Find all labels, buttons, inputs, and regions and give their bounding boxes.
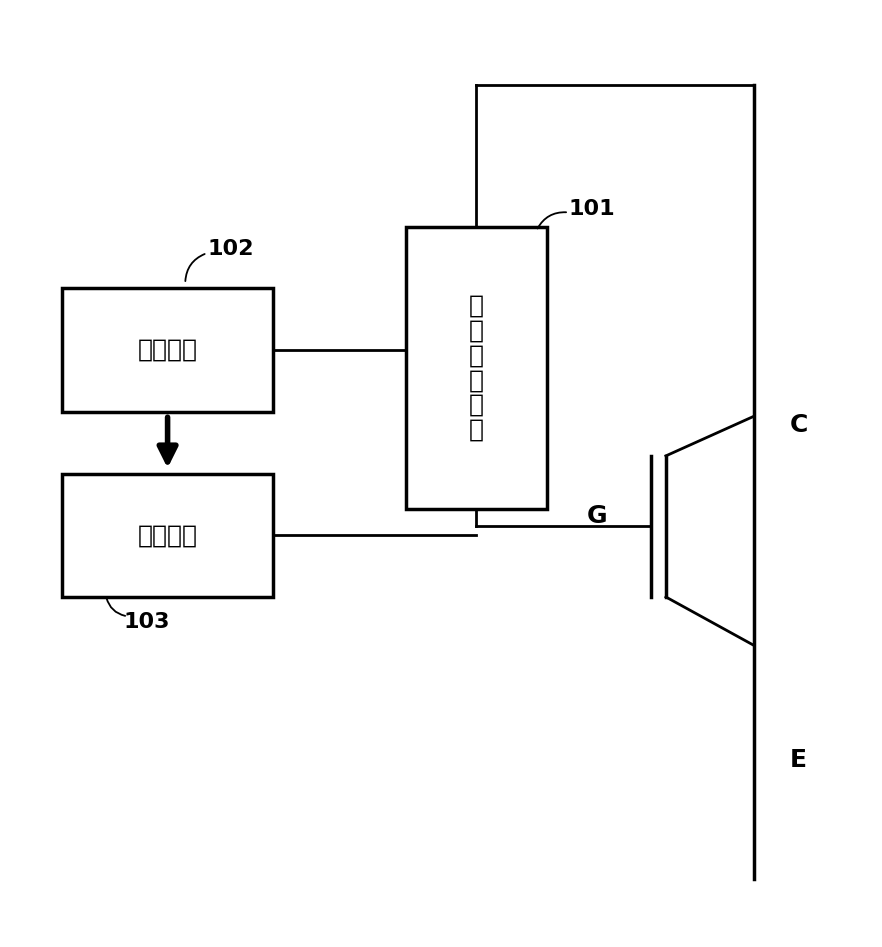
Text: 检测模块: 检测模块 [138,338,198,362]
Text: 执行模块: 执行模块 [138,524,198,547]
Bar [62,474,273,597]
Text: 103: 103 [123,612,170,632]
Text: 101: 101 [569,199,616,219]
Text: 有
源
钳
位
电
路: 有 源 钳 位 电 路 [468,294,484,442]
Bar [406,226,547,509]
Text: E: E [789,748,806,772]
Text: G: G [587,504,607,527]
Text: 102: 102 [207,239,254,259]
Text: C: C [789,413,808,437]
Bar [62,288,273,412]
